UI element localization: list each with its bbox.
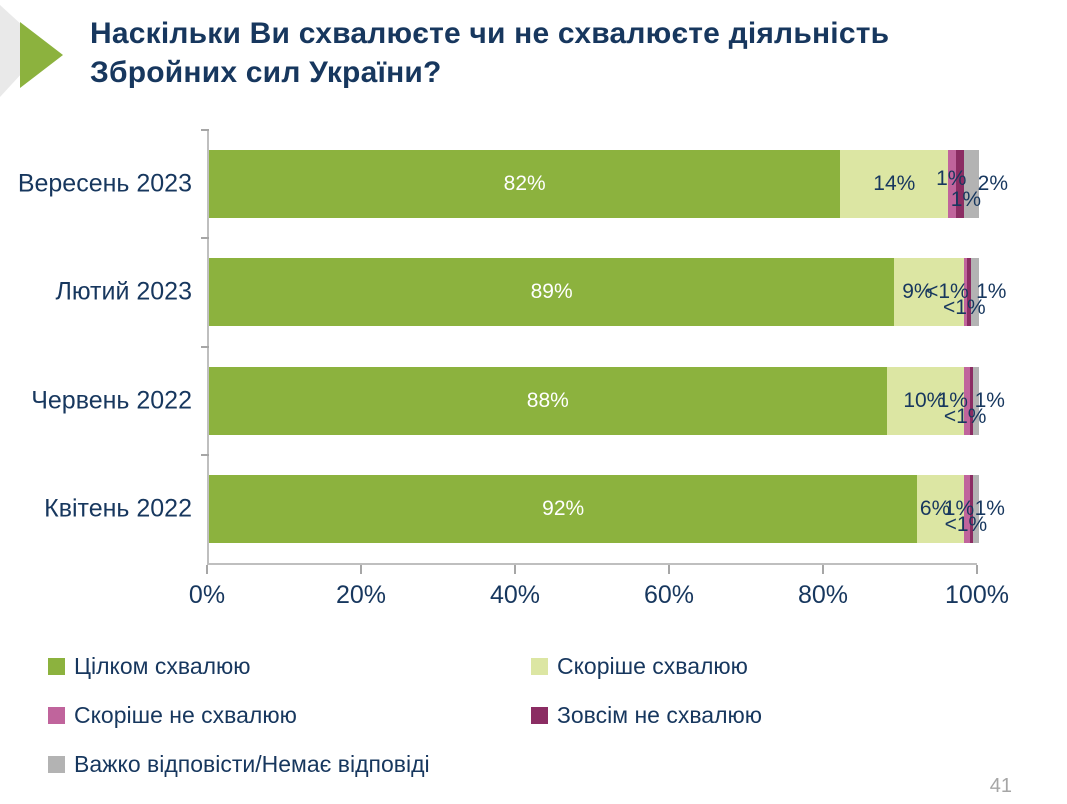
- bar-value-label: 14%: [873, 172, 916, 195]
- bar-segment: [209, 150, 841, 218]
- y-axis-tick: [201, 454, 209, 456]
- x-axis-tick-label: 60%: [643, 581, 695, 609]
- bar-value-label: 82%: [503, 172, 546, 195]
- bar-value-label: 89%: [530, 280, 573, 303]
- legend-label: Важко відповісти/Немає відповіді: [74, 751, 430, 777]
- bar-value-label: 1%: [936, 167, 967, 190]
- legend-label: Скоріше не схвалюю: [74, 702, 297, 728]
- legend-swatch-icon: [48, 658, 65, 675]
- legend-item: Важко відповісти/Немає відповіді: [48, 751, 531, 778]
- bar-segment: [209, 258, 895, 326]
- y-axis-tick: [201, 346, 209, 348]
- bar-segment: [972, 475, 979, 543]
- legend-item: Зовсім не схвалюю: [531, 702, 998, 729]
- legend-label: Скоріше схвалюю: [557, 653, 748, 679]
- x-axis-tick: [668, 565, 670, 574]
- y-axis-tick: [201, 237, 209, 239]
- bar-segment: [969, 475, 973, 543]
- corner-decoration: [0, 5, 63, 97]
- category-label: Червень 2022: [31, 386, 192, 415]
- bar-value-label: 10%: [903, 389, 946, 412]
- stacked-bar: [209, 367, 979, 435]
- legend-swatch-icon: [48, 756, 65, 773]
- x-axis-tick-label: 0%: [188, 581, 226, 609]
- bar-value-label: 1%: [943, 497, 975, 520]
- x-axis-tick: [976, 565, 978, 574]
- x-axis-tick: [822, 565, 824, 574]
- bar-value-label: 88%: [526, 389, 569, 412]
- x-axis-tick-label: 20%: [335, 581, 387, 609]
- bar-segment: [971, 258, 979, 326]
- plot-area: 82% 14% 1% 1% 2% 89% 9% <1% 1% <1% 88% 10% 1% 1% <1% 92…: [201, 129, 1008, 563]
- x-axis-tick-label: 100%: [945, 581, 1009, 609]
- chart-row: 92% 6% 1% 1% <1%: [209, 455, 1005, 563]
- bar-value-label: <1%: [944, 513, 988, 536]
- bar-segment: [963, 258, 968, 326]
- bar-segment: [956, 150, 964, 218]
- stacked-bar: [209, 150, 979, 218]
- bar-value-label: <1%: [926, 280, 969, 303]
- x-axis-tick: [206, 565, 208, 574]
- bar-segment: [969, 367, 973, 435]
- bar-segment: [967, 258, 972, 326]
- bar-segment: [963, 367, 970, 435]
- x-axis: 0% 20% 40% 60% 80% 100%: [189, 563, 1009, 635]
- bar-value-label: 9%: [902, 280, 933, 303]
- legend-swatch-icon: [48, 707, 65, 724]
- legend-label: Цілком схвалюю: [74, 653, 251, 679]
- page-title: Наскільки Ви схвалюєте чи не схвалюєте д…: [90, 17, 890, 89]
- bar-value-label: 1%: [937, 389, 968, 412]
- bar-value-label: 1%: [950, 188, 982, 211]
- bar-segment: [917, 475, 964, 543]
- chart-row: 88% 10% 1% 1% <1%: [209, 347, 1005, 455]
- category-label: Вересень 2023: [17, 169, 192, 198]
- bar-segment: [886, 367, 964, 435]
- bar-value-label: 6%: [919, 497, 951, 520]
- bar-segment: [209, 367, 887, 435]
- y-axis-tick: [201, 129, 209, 131]
- chart-row: 89% 9% <1% 1% <1%: [209, 238, 1006, 346]
- bar-value-label: <1%: [943, 296, 986, 319]
- bar-segment: [963, 475, 970, 543]
- x-axis-tick-label: 80%: [797, 581, 849, 609]
- bar-value-label: 1%: [976, 280, 1007, 303]
- category-label: Лютий 2023: [55, 277, 192, 306]
- bar-segment: [972, 367, 979, 435]
- page-number: 41: [989, 775, 1012, 797]
- legend-label: Зовсім не схвалюю: [557, 702, 763, 728]
- stacked-bar: [209, 258, 979, 326]
- green-arrow-icon: [20, 22, 63, 88]
- bar-value-label: 2%: [977, 172, 1009, 195]
- x-axis-tick: [360, 565, 362, 574]
- legend-item: Цілком схвалюю: [48, 653, 531, 680]
- chart-row: 82% 14% 1% 1% 2%: [209, 130, 1008, 238]
- bar-segment: [840, 150, 949, 218]
- bar-segment: [963, 150, 979, 218]
- bar-value-label: 1%: [974, 389, 1005, 412]
- bar-segment: [209, 475, 918, 543]
- category-label: Квітень 2022: [44, 494, 192, 523]
- bar-value-label: 1%: [974, 497, 1005, 520]
- legend-swatch-icon: [531, 658, 548, 675]
- legend: Цілком схвалюю Скоріше схвалюю Скоріше не …: [48, 653, 998, 778]
- x-axis-tick-label: 40%: [489, 581, 541, 609]
- x-axis-tick: [514, 565, 516, 574]
- stacked-bar: [209, 475, 979, 543]
- bar-segment: [894, 258, 964, 326]
- approval-stacked-bar-chart: Вересень 2023 Лютий 2023 Червень 2022 Квіте…: [0, 129, 1067, 640]
- bar-value-label: <1%: [943, 405, 987, 428]
- legend-item: Скоріше схвалюю: [531, 653, 998, 680]
- bar-value-label: 92%: [542, 497, 585, 520]
- legend-item: Скоріше не схвалюю: [48, 702, 531, 729]
- legend-swatch-icon: [531, 707, 548, 724]
- bar-segment: [948, 150, 957, 218]
